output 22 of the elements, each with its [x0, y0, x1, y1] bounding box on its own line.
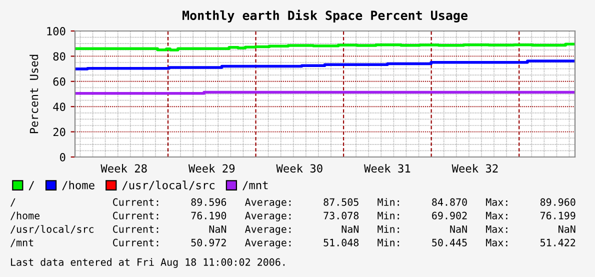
y-tick-label: 100: [47, 27, 66, 36]
text: /mnt Current: 50.972 Average: 51.048 Min: 50.445 Max: 51.422: [10, 238, 576, 248]
x-tick-label: Week 29: [188, 164, 235, 173]
x-tick-label: Week 28: [100, 164, 147, 173]
text: Last data entered at Fri Aug 18 11:00:02 2006.: [11, 258, 285, 268]
y-tick-label: 60: [53, 77, 66, 86]
text: /home Current: 76.190 Average: 73.078 Min: 69.902 Max: 76.199: [10, 212, 576, 222]
x-tick-label: Week 32: [452, 164, 498, 173]
x-tick-label: Week 31: [364, 164, 410, 173]
y-tick-label: 20: [53, 128, 66, 136]
y-tick-label: 0: [60, 153, 66, 162]
chart-title: Monthly earth Disk Space Percent Usage: [182, 10, 468, 22]
legend-label: /: [28, 181, 34, 190]
legend-label: /usr/local/src: [122, 180, 214, 190]
legend-label: /mnt: [242, 181, 268, 190]
y-tick-label: 40: [53, 102, 66, 112]
legend-label: /home: [62, 180, 94, 190]
y-axis-title: Percent Used: [30, 54, 38, 134]
x-tick-label: Week 30: [276, 164, 322, 173]
text: / Current: 89.596 Average: 87.505 Min: 84.870 Max: 89.960: [10, 198, 576, 208]
text: /usr/local/src Current: NaN Average: NaN Min: NaN Max: NaN: [10, 225, 576, 235]
y-tick-label: 80: [53, 52, 66, 61]
